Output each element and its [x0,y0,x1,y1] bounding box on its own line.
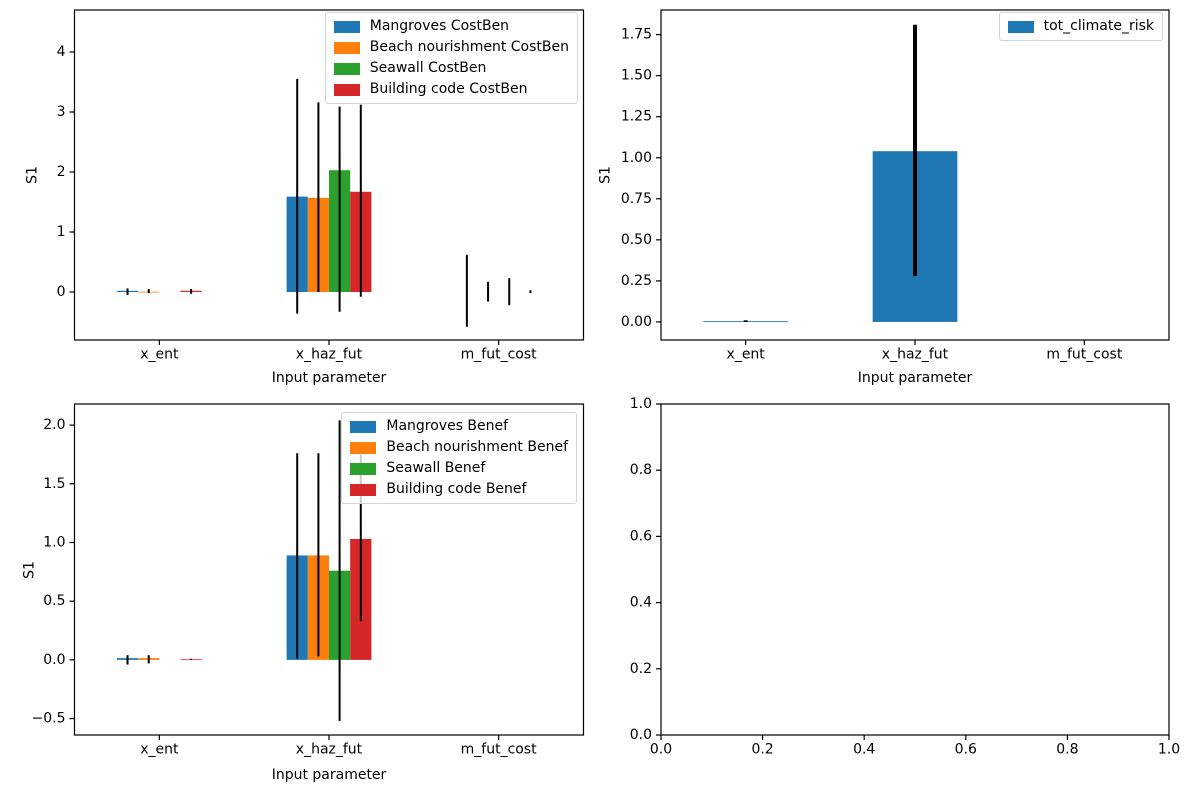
legend-swatch [350,462,377,475]
y-axis-label-benef: S1 [21,561,38,579]
legend-label: Mangroves CostBen [369,18,510,34]
axes-frame [660,403,1170,736]
legend-item: Beach nourishment Benef [350,439,568,456]
legend-item: Mangroves CostBen [333,18,569,35]
y-tick-label: 1.75 [621,27,652,43]
y-tick-label: 0.25 [621,273,652,289]
subplot-top-left: 0 1 2 3 4 x_ent x_haz_fut m_fut_cost [57,9,585,363]
y-axis-label-climate-risk: S1 [597,166,614,184]
legend-item: Building code Benef [350,481,568,498]
legend-climate-risk: tot_climate_risk [998,12,1163,41]
x-axis-label-benef: Input parameter [271,767,387,783]
y-tick-label: 0.2 [630,661,652,677]
x-tick-label: m_fut_cost [461,742,537,758]
x-axis-label-climate-risk: Input parameter [857,370,973,386]
y-tick-label: 0 [57,284,66,300]
legend-item: Mangroves Benef [350,418,568,435]
y-tick-label: 1.00 [621,150,652,166]
subplot-bottom-left: −0.5 0.0 0.5 1.0 1.5 2.0 x_ent x_haz_fut m_fut_c… [32,403,585,758]
y-tick-label: 2.0 [43,417,65,433]
y-tick-label: 0.4 [630,595,652,611]
subplot-bottom-right: 0.0 0.2 0.4 0.6 0.8 1.0 0.0 0.2 0.4 0.6 0.8 1.0 [630,396,1180,758]
y-tick-label: 0.75 [621,191,652,207]
legend-label: Seawall CostBen [369,60,487,76]
y-tick-label: 0.6 [630,528,652,544]
legend-costben: Mangroves CostBen Beach nourishment CostB… [324,12,578,104]
x-tick-label: 1.0 [1158,742,1180,758]
x-tick-label: x_haz_fut [296,742,363,758]
y-tick-label: 1.5 [43,476,65,492]
legend-item: Seawall CostBen [333,60,569,77]
y-axis-label-costben: S1 [24,166,41,184]
x-axis-label-costben: Input parameter [271,370,387,386]
legend-swatch [350,420,377,433]
legend-label: Building code CostBen [369,81,528,97]
x-tick-label: 0.0 [650,742,672,758]
legend-benef: Mangroves Benef Beach nourishment Benef Se… [341,412,577,504]
x-tick-label: 0.2 [751,742,773,758]
y-tick-label: 1.25 [621,109,652,125]
legend-label: tot_climate_risk [1043,18,1154,34]
y-tick-label: 0.8 [630,462,652,478]
x-tick-label: x_ent [727,347,766,363]
legend-item: tot_climate_risk [1007,18,1154,35]
legend-swatch [333,20,360,33]
x-tick-label: x_ent [140,742,179,758]
y-tick-label: 0.0 [43,652,65,668]
y-tick-label: 1.0 [43,535,65,551]
legend-swatch [333,62,360,75]
legend-swatch [1007,20,1034,33]
legend-label: Beach nourishment CostBen [369,39,569,55]
y-tick-label: 3 [57,104,66,120]
legend-swatch [350,441,377,454]
x-tick-label: x_haz_fut [296,347,363,363]
legend-item: Building code CostBen [333,81,569,98]
legend-swatch [350,483,377,496]
x-tick-label: m_fut_cost [1046,347,1122,363]
legend-swatch [333,83,360,96]
legend-label: Seawall Benef [386,460,486,476]
x-tick-label: m_fut_cost [461,347,537,363]
x-tick-label: 0.8 [1056,742,1078,758]
x-tick-label: 0.6 [955,742,977,758]
x-tick-label: x_ent [140,347,179,363]
legend-label: Beach nourishment Benef [386,439,568,455]
y-tick-label: 1 [57,224,66,240]
y-tick-label: 0.0 [630,727,652,743]
x-tick-label: x_haz_fut [882,347,949,363]
legend-label: Mangroves Benef [386,418,509,434]
legend-label: Building code Benef [386,481,527,497]
y-tick-label: 2 [57,164,66,180]
legend-item: Beach nourishment CostBen [333,39,569,56]
x-tick-label: 0.4 [853,742,875,758]
y-tick-label: 0.50 [621,232,652,248]
y-tick-label: 0.5 [43,593,65,609]
legend-swatch [333,41,360,54]
y-tick-label: 1.50 [621,68,652,84]
subplot-top-right: 0.00 0.25 0.50 0.75 1.00 1.25 1.50 1.75 x_ent x_h… [621,9,1170,363]
y-tick-label: 1.0 [630,396,652,412]
y-tick-label: 4 [57,44,66,60]
y-tick-label: 0.00 [621,314,652,330]
legend-item: Seawall Benef [350,460,568,477]
y-tick-label: −0.5 [32,711,66,727]
